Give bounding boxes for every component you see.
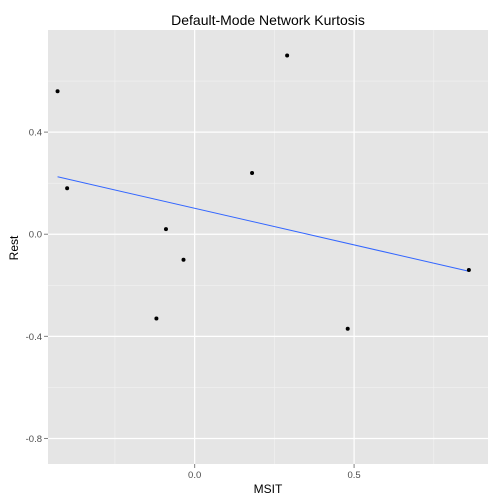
- data-point: [250, 170, 255, 175]
- data-point: [55, 89, 60, 94]
- data-point: [345, 326, 350, 331]
- plot-panel: [48, 30, 488, 464]
- x-tick-label: 0.5: [347, 470, 360, 481]
- y-tick-label: 0.0: [29, 230, 42, 241]
- x-tick-label: 0.0: [188, 470, 201, 481]
- x-axis-title: MSIT: [253, 482, 283, 496]
- data-point: [65, 186, 70, 191]
- data-point: [181, 257, 186, 262]
- data-point: [285, 53, 290, 58]
- y-tick-label: -0.4: [26, 332, 42, 343]
- data-point: [163, 227, 168, 232]
- chart-title: Default-Mode Network Kurtosis: [171, 12, 365, 28]
- y-tick-label: 0.4: [29, 128, 42, 139]
- data-point: [466, 267, 471, 272]
- fit-line: [57, 176, 469, 272]
- y-tick-label: -0.8: [26, 434, 42, 445]
- data-point: [154, 316, 159, 321]
